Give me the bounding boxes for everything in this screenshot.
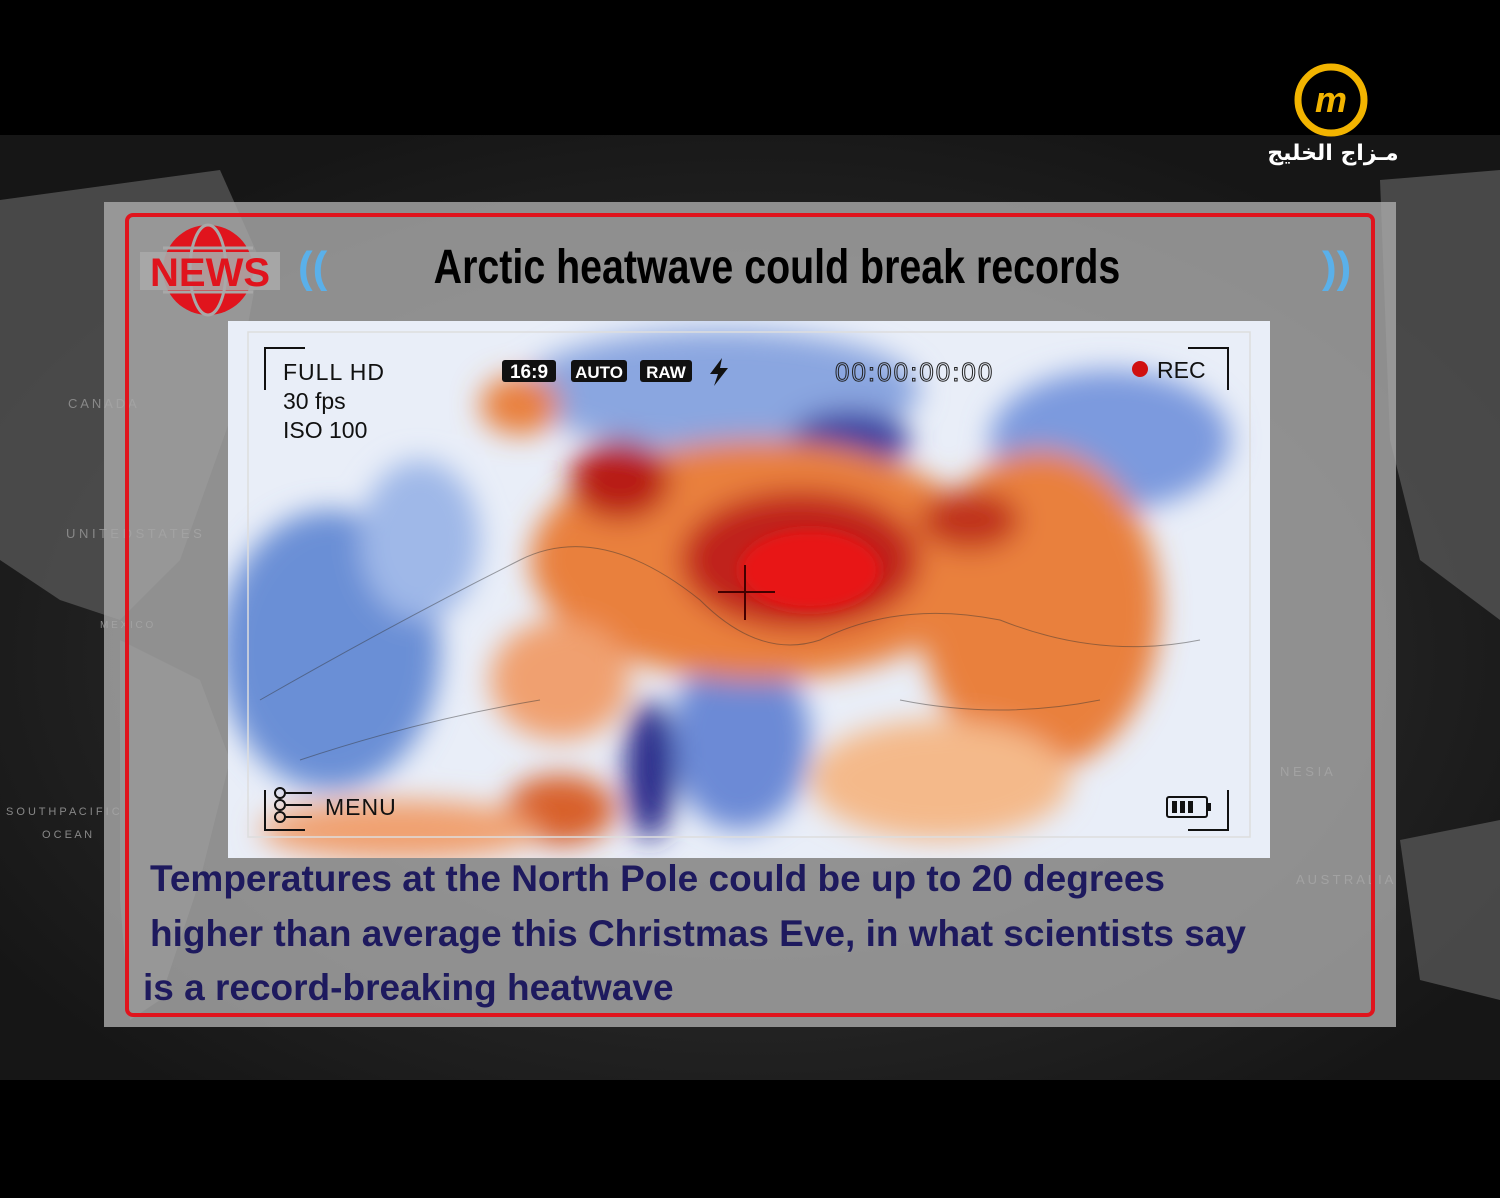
map-label: O C E A N xyxy=(42,829,92,841)
heat-map xyxy=(228,321,1270,858)
timecode: 00:00:00:00 xyxy=(835,357,994,387)
fps: 30 fps xyxy=(283,388,346,414)
svg-text:((: (( xyxy=(298,243,328,292)
caption-line: higher than average this Christmas Eve, … xyxy=(150,913,1246,954)
headline: Arctic heatwave could break records xyxy=(434,240,1121,294)
logo: m مـزاج الخليج xyxy=(1267,63,1399,166)
rec: REC xyxy=(1157,357,1206,383)
viewfinder xyxy=(247,331,1251,838)
panel-border xyxy=(125,213,1375,1017)
ratio: 16:9 xyxy=(510,362,548,383)
caption-line: Temperatures at the North Pole could be … xyxy=(150,858,1165,899)
caption-line: is a record-breaking heatwave xyxy=(143,967,674,1008)
svg-text:)): )) xyxy=(1322,243,1351,292)
news-badge: NEWS (( )) xyxy=(140,223,1351,317)
resolution: FULL HD xyxy=(283,359,385,385)
iso: ISO 100 xyxy=(283,417,367,443)
auto: AUTO xyxy=(575,363,623,382)
news-label: NEWS xyxy=(150,251,270,295)
caption: Temperatures at the North Pole could be … xyxy=(143,858,1246,1008)
menu: MENU xyxy=(325,794,397,820)
logo-mark: m xyxy=(1315,79,1347,120)
map-label: S O U T H P A C I F I C xyxy=(6,806,120,818)
raw: RAW xyxy=(646,363,687,382)
camera-overlay: FULL HD 30 fps ISO 100 16:9 AUTO RAW 00:… xyxy=(274,357,1211,823)
logo-text: مـزاج الخليج xyxy=(1267,141,1398,166)
